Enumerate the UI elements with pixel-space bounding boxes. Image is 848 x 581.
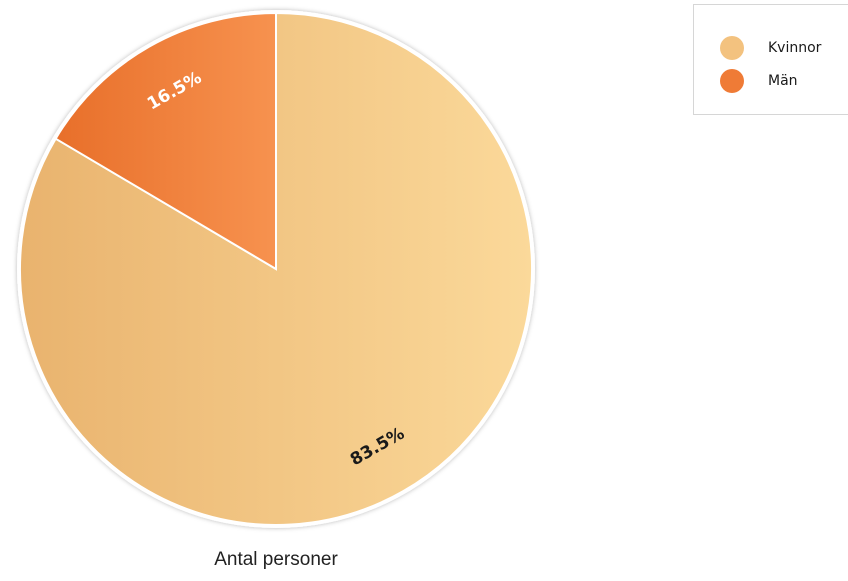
x-axis-label: Antal personer <box>214 549 338 570</box>
legend-label-kvinnor: Kvinnor <box>768 40 822 56</box>
legend: Kvinnor Män <box>693 4 848 115</box>
pie-slice-1[interactable] <box>54 11 277 271</box>
legend-label-man: Män <box>768 73 798 89</box>
legend-item-man[interactable]: Män <box>720 69 798 93</box>
legend-swatch-man <box>720 69 744 93</box>
legend-swatch-kvinnor <box>720 36 744 60</box>
legend-item-kvinnor[interactable]: Kvinnor <box>720 36 821 60</box>
